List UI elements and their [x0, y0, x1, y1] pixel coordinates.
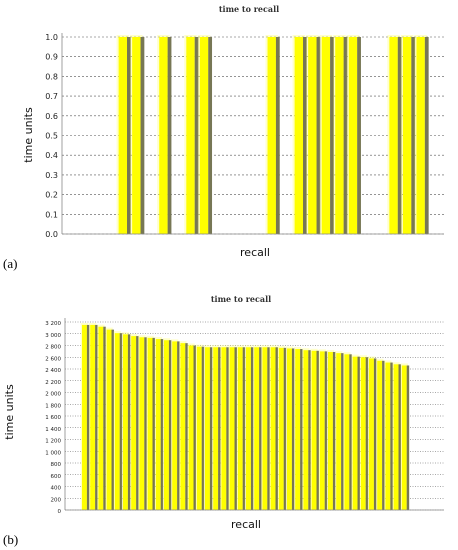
bar	[261, 345, 270, 510]
chart-b-bars	[64, 318, 444, 511]
y-tick-label: 0.9	[45, 53, 58, 62]
chart-a-title: time to recall	[219, 4, 279, 14]
bar	[228, 345, 237, 510]
bar	[384, 360, 393, 510]
bar	[334, 351, 344, 510]
bar	[346, 35, 361, 234]
bar	[310, 348, 319, 510]
bar	[197, 35, 213, 234]
y-tick-label: 1 000	[45, 450, 61, 456]
bar	[326, 349, 336, 510]
y-tick-label: 2 000	[45, 392, 61, 398]
bar	[105, 327, 114, 510]
bar	[302, 348, 311, 510]
y-tick-label: 0.5	[45, 132, 58, 141]
y-tick-label: 0.8	[45, 72, 58, 81]
y-tick-label: 0.7	[45, 92, 58, 101]
chart-a-ylabel: time units	[22, 107, 35, 163]
y-tick-label: 1 200	[45, 439, 61, 445]
y-tick-label: 1 800	[45, 403, 61, 409]
chart-b-ylabel: time units	[3, 384, 16, 440]
bar	[162, 338, 172, 510]
bar	[80, 322, 90, 510]
bar	[244, 345, 254, 510]
axes	[61, 33, 444, 235]
bar	[285, 346, 295, 510]
y-tick-label: 2 800	[45, 345, 61, 351]
y-tick-label: 0.0	[45, 230, 58, 239]
bar	[375, 358, 385, 510]
chart-a-y-ticks: 0.0 0.1 0.2 0.3 0.4 0.5 0.6 0.7 0.8 0.9 1.0	[45, 33, 58, 239]
bar	[293, 347, 303, 510]
chart-b-title: time to recall	[211, 294, 271, 304]
bar	[146, 335, 155, 510]
bar	[203, 345, 213, 510]
y-tick-label: 0.6	[45, 112, 58, 121]
bar	[184, 35, 199, 234]
bar	[333, 35, 348, 234]
bar	[265, 35, 280, 234]
bar	[138, 335, 147, 510]
bar	[154, 337, 164, 510]
bar	[343, 352, 352, 510]
y-tick-label: 0.4	[45, 151, 58, 160]
bar	[236, 345, 246, 510]
bar	[359, 355, 369, 510]
bar	[318, 349, 328, 510]
y-tick-label: 2 200	[45, 380, 61, 386]
chart-a-bars	[61, 33, 444, 235]
bar	[220, 345, 229, 510]
bar	[157, 35, 172, 234]
chart-b-y-ticks: 0 200 400 600 800 1 000 1 200 1 400 1 600 1 800 2 …	[45, 321, 61, 515]
bar	[387, 35, 402, 234]
y-tick-label: 0	[58, 509, 62, 515]
y-tick-label: 0.3	[45, 171, 58, 180]
bar	[351, 354, 360, 510]
bar	[277, 345, 287, 510]
bar	[400, 363, 410, 510]
y-tick-label: 2 600	[45, 356, 61, 362]
y-tick-label: 3 000	[45, 333, 61, 339]
y-tick-label: 800	[51, 462, 62, 468]
chart-a-xlabel: recall	[240, 246, 270, 259]
bar	[414, 35, 429, 234]
bar	[252, 345, 262, 510]
bar	[121, 332, 131, 510]
bar	[392, 362, 401, 510]
bar	[88, 322, 98, 510]
y-tick-label: 1 600	[45, 415, 61, 421]
panel-a-label: (a)	[3, 256, 17, 271]
y-tick-label: 400	[51, 486, 62, 492]
bar	[179, 341, 188, 510]
bar	[306, 35, 321, 234]
y-tick-label: 0.1	[45, 210, 58, 219]
panel-b-label: (b)	[3, 532, 18, 547]
y-tick-label: 600	[51, 474, 62, 480]
bar	[211, 345, 221, 510]
bar	[187, 343, 196, 510]
y-tick-label: 2 400	[45, 368, 61, 374]
y-tick-label: 0.2	[45, 191, 58, 200]
y-tick-label: 1.0	[45, 33, 58, 42]
bar	[195, 344, 205, 510]
y-tick-label: 1 400	[45, 427, 61, 433]
chart-b-xlabel: recall	[231, 518, 261, 531]
bar	[269, 345, 278, 510]
chart-b: time to recall time units recall 0 200 400…	[3, 294, 444, 531]
bar	[129, 334, 139, 510]
bar	[113, 331, 123, 510]
bar	[400, 35, 416, 234]
bar	[116, 35, 131, 234]
bar	[319, 35, 334, 234]
axes	[64, 318, 444, 511]
y-tick-label: 200	[51, 497, 62, 503]
bar	[170, 339, 180, 510]
y-tick-label: 3 200	[45, 321, 61, 327]
bar	[367, 356, 377, 510]
chart-a: time to recall time units recall 0.00.10…	[22, 4, 444, 259]
bar	[97, 324, 106, 510]
bar	[130, 35, 145, 234]
bar	[292, 35, 307, 234]
